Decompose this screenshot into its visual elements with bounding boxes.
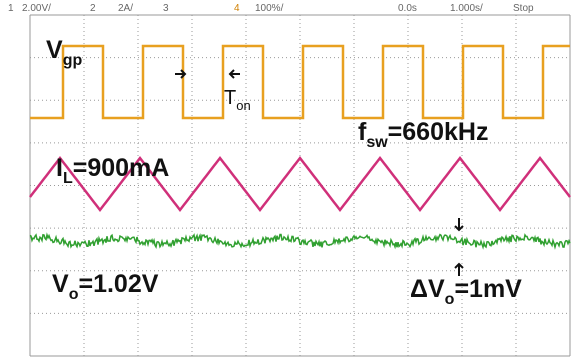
- label-main: V: [46, 36, 63, 64]
- ch4-scale: 100%/: [255, 3, 284, 14]
- label-sub: sw: [366, 134, 388, 151]
- label-sub: o: [69, 286, 79, 303]
- ch1-number: 1: [8, 3, 14, 14]
- label-rest: =660kHz: [388, 118, 489, 146]
- background: [0, 0, 578, 364]
- label-rest: =1mV: [454, 275, 522, 303]
- label-sub: L: [63, 170, 73, 187]
- label-main: V: [52, 270, 69, 298]
- label-sub: o: [445, 291, 455, 308]
- ch3-number: 3: [163, 3, 169, 14]
- label-sub: on: [236, 98, 250, 113]
- label-main: T: [224, 87, 236, 109]
- label-rest: =900mA: [73, 154, 170, 182]
- ch4-number: 4: [234, 3, 240, 14]
- label-main: ΔV: [410, 275, 445, 303]
- time-scale: 1.000s/: [450, 3, 483, 14]
- label-sub: gp: [63, 52, 83, 69]
- time-offset: 0.0s: [398, 3, 417, 14]
- ch2-number: 2: [90, 3, 96, 14]
- status: Stop: [513, 3, 534, 14]
- scope-screen: 1 2.00V/ 2 2A/ 3 4 100%/ 0.0s 1.000s/ St…: [0, 0, 578, 364]
- ch1-scale: 2.00V/: [22, 3, 51, 14]
- ch2-scale: 2A/: [118, 3, 133, 14]
- label-rest: =1.02V: [78, 270, 158, 298]
- label-main: I: [56, 154, 63, 182]
